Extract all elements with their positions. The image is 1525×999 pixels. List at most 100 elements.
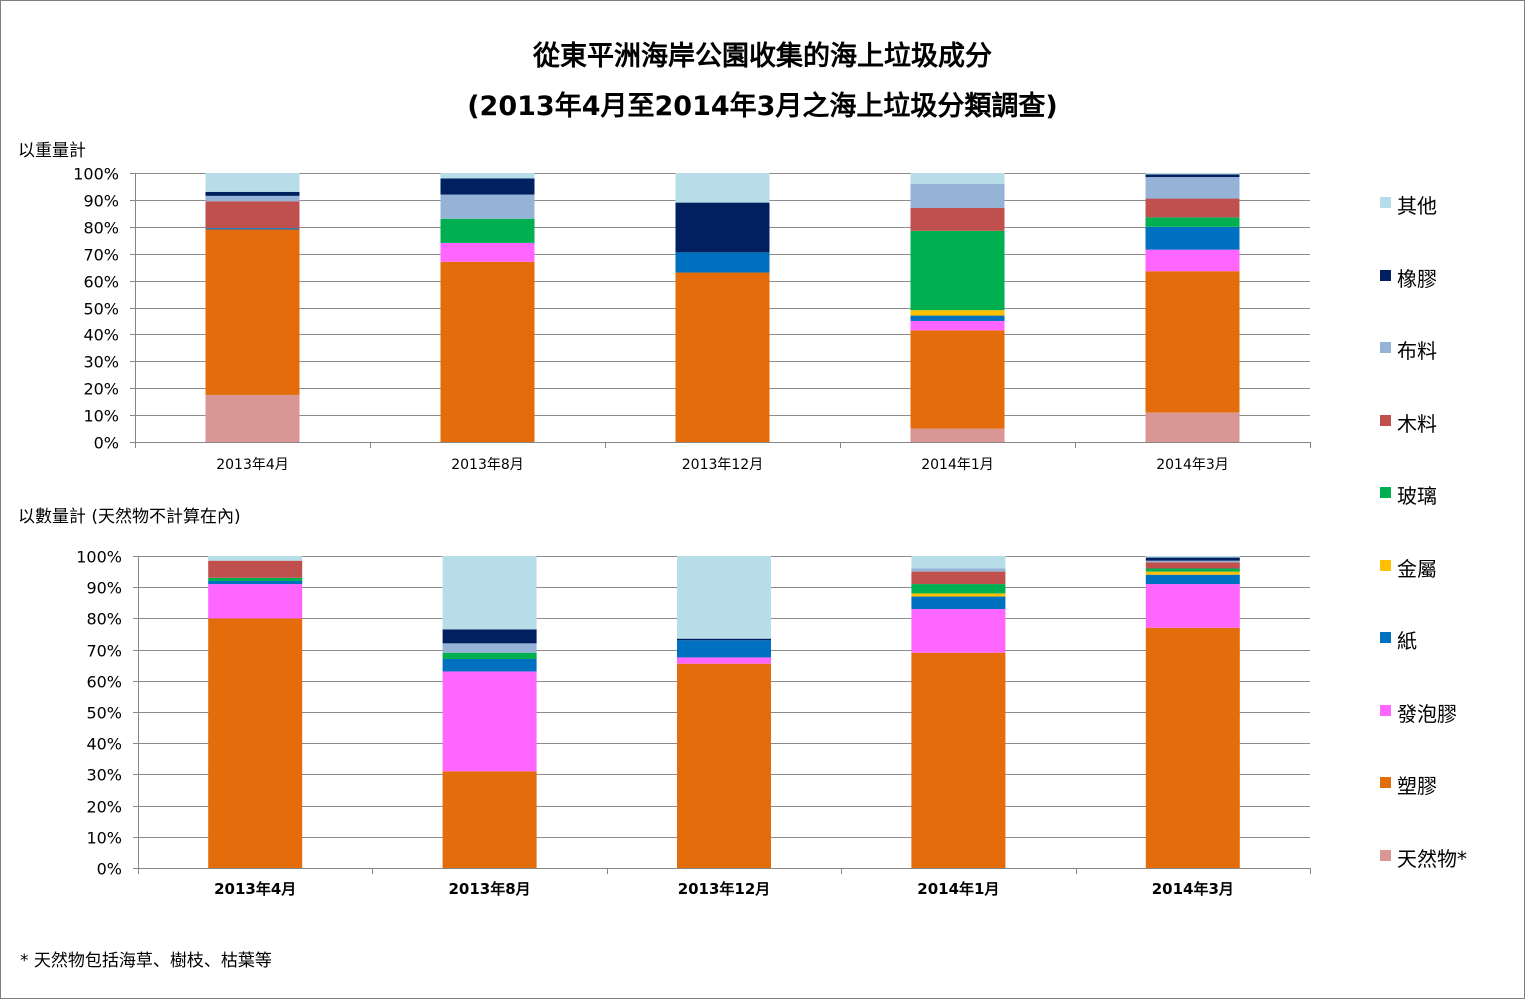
count-bar-segment xyxy=(442,556,537,630)
legend-swatch xyxy=(1380,342,1391,353)
count-x-category-label: 2014年3月 xyxy=(1152,880,1234,898)
chart-title: 從東平洲海岸公園收集的海上垃圾成分 xyxy=(533,41,992,72)
count-y-tick-label: 0% xyxy=(97,860,122,879)
weight-x-category-label: 2014年1月 xyxy=(921,457,994,473)
footnote: * 天然物包括海草、樹枝、枯葉等 xyxy=(20,951,272,971)
weight-bar-segment xyxy=(1145,249,1240,272)
legend-label: 天然物* xyxy=(1397,846,1467,871)
weight-chart-label: 以重量計 xyxy=(18,141,86,161)
weight-bar-segment xyxy=(1145,173,1240,175)
legend-label: 金屬 xyxy=(1397,556,1437,581)
count-bar-segment xyxy=(911,571,1006,585)
weight-bar-segment xyxy=(1145,271,1240,413)
count-bar-segment xyxy=(911,593,1006,597)
weight-x-category-label: 2013年4月 xyxy=(216,457,289,473)
weight-x-category-label: 2014年3月 xyxy=(1156,457,1229,473)
count-bar-segment xyxy=(911,652,1006,868)
legend-label: 布料 xyxy=(1397,339,1437,363)
count-bar-segment xyxy=(677,556,771,639)
count-x-category-label: 2013年4月 xyxy=(214,880,296,898)
legend-label: 橡膠 xyxy=(1397,266,1437,291)
count-x-category-label: 2014年1月 xyxy=(917,880,999,898)
count-bar-segment xyxy=(677,638,771,641)
weight-bar-segment xyxy=(675,272,770,442)
weight-y-tick-label: 50% xyxy=(83,300,119,319)
legend-label: 其他 xyxy=(1397,194,1437,218)
weight-y-tick-label: 40% xyxy=(83,326,119,345)
count-y-tick-label: 30% xyxy=(86,766,122,785)
weight-bar-segment xyxy=(675,202,770,253)
weight-bar-segment xyxy=(910,320,1005,331)
count-bar-segment xyxy=(208,556,303,561)
legend-item: 橡膠 xyxy=(1380,263,1500,291)
weight-y-tick-label: 10% xyxy=(83,407,119,426)
weight-bar-segment xyxy=(910,183,1005,208)
legend-item: 發泡膠 xyxy=(1380,698,1500,726)
count-y-tick-label: 10% xyxy=(86,829,122,848)
count-bar-segment xyxy=(677,640,771,658)
weight-y-tick-label: 20% xyxy=(83,380,119,399)
count-bar-segment xyxy=(911,584,1006,594)
legend-swatch xyxy=(1380,487,1391,498)
count-bar-segment xyxy=(1145,557,1240,561)
weight-bar-segment xyxy=(675,252,770,273)
weight-bar-segment xyxy=(910,173,1005,184)
weight-bar-segment xyxy=(910,310,1005,316)
weight-bar-segment xyxy=(675,173,770,203)
weight-bar-segment xyxy=(1145,217,1240,227)
weight-y-tick-label: 0% xyxy=(94,434,119,453)
weight-bar-segment xyxy=(440,242,535,262)
count-chart-label: 以數量計 (天然物不計算在內) xyxy=(18,507,241,527)
legend-item: 木料 xyxy=(1380,408,1500,436)
weight-bar-segment xyxy=(205,195,300,202)
weight-bar-segment xyxy=(205,201,300,229)
legend-item: 布料 xyxy=(1380,335,1500,363)
count-bar-segment xyxy=(442,671,537,772)
count-y-tick-label: 100% xyxy=(76,548,122,567)
legend-swatch xyxy=(1380,559,1391,571)
weight-bar-segment xyxy=(440,261,535,442)
count-bar-segment xyxy=(208,584,303,619)
weight-bar-segment xyxy=(1145,177,1240,199)
legend-label: 玻璃 xyxy=(1397,484,1437,508)
count-bar-segment xyxy=(442,629,537,644)
legend-swatch xyxy=(1380,704,1391,716)
count-bar-segment xyxy=(442,643,537,653)
chart-subtitle: (2013年4月至2014年3月之海上垃圾分類調查) xyxy=(467,91,1058,122)
count-bar-segment xyxy=(677,657,771,664)
weight-y-tick-label: 70% xyxy=(83,246,119,265)
legend-swatch xyxy=(1380,849,1391,861)
weight-bar-segment xyxy=(1145,412,1240,442)
count-bar-segment xyxy=(1145,627,1240,868)
legend-swatch xyxy=(1380,632,1391,643)
count-bar-segment xyxy=(208,618,303,868)
count-bar-segment xyxy=(442,658,537,672)
count-bar-segment xyxy=(911,609,1006,653)
weight-bar-segment xyxy=(910,428,1005,442)
weight-y-tick-label: 60% xyxy=(83,273,119,292)
weight-bar-segment xyxy=(1145,226,1240,250)
weight-y-tick-label: 80% xyxy=(83,219,119,238)
count-bar-segment xyxy=(1145,584,1240,628)
count-y-tick-label: 70% xyxy=(86,642,122,661)
weight-bar-segment xyxy=(910,207,1005,231)
weight-x-category-label: 2013年12月 xyxy=(682,457,763,473)
weight-bar-segment xyxy=(440,178,535,195)
count-bar-segment xyxy=(208,580,303,585)
count-bar-segment xyxy=(208,560,303,578)
count-bar-segment xyxy=(442,771,537,868)
weight-x-category-label: 2013年8月 xyxy=(451,457,524,473)
legend-item: 其他 xyxy=(1380,190,1500,218)
weight-bar-segment xyxy=(910,230,1005,311)
count-bar-segment xyxy=(911,596,1006,610)
weight-bar-segment xyxy=(205,394,300,442)
count-bar-segment xyxy=(1145,560,1240,563)
legend-label: 發泡膠 xyxy=(1397,701,1457,726)
legend-label: 木料 xyxy=(1397,411,1437,436)
legend-swatch xyxy=(1380,414,1391,426)
count-bar-segment xyxy=(442,652,537,659)
legend-item: 塑膠 xyxy=(1380,770,1500,798)
weight-bar-segment xyxy=(1145,198,1240,218)
legend-label: 紙 xyxy=(1397,629,1417,653)
count-bar-segment xyxy=(1145,571,1240,575)
